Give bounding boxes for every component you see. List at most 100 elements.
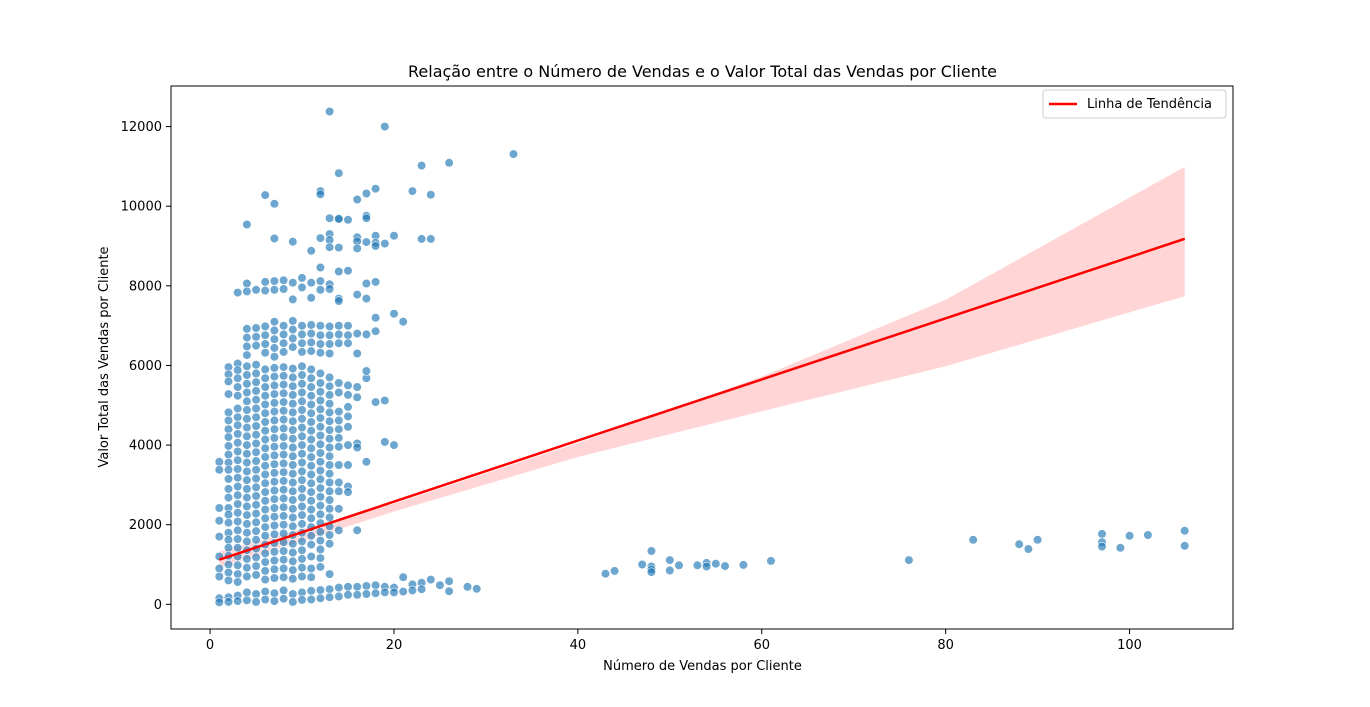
scatter-point: [233, 365, 243, 375]
scatter-point: [242, 333, 252, 343]
scatter-point: [223, 432, 234, 442]
scatter-point: [325, 592, 335, 602]
scatter-point: [315, 404, 326, 414]
scatter-point: [343, 338, 353, 348]
scatter-point: [609, 566, 620, 576]
scatter-point: [325, 584, 335, 594]
scatter-point: [269, 233, 280, 244]
scatter-point: [251, 456, 261, 466]
scatter-point: [288, 342, 298, 352]
scatter-point: [334, 243, 344, 253]
scatter-point: [352, 392, 362, 402]
scatter-point: [389, 309, 399, 319]
scatter-point: [223, 575, 234, 586]
scatter-point: [306, 443, 316, 453]
scatter-point: [242, 379, 252, 389]
scatter-point: [325, 372, 335, 383]
scatter-point: [279, 371, 289, 381]
scatter-point: [242, 414, 252, 424]
scatter-point: [279, 572, 289, 582]
scatter-point: [233, 534, 243, 544]
scatter-point: [306, 531, 316, 541]
scatter-point: [315, 501, 326, 511]
scatter-point: [251, 386, 261, 396]
scatter-point: [426, 234, 436, 244]
scatter-point: [242, 510, 252, 520]
scatter-point: [288, 547, 298, 558]
scatter-point: [288, 512, 298, 523]
scatter-point: [306, 539, 316, 550]
y-tick-label: 6000: [129, 359, 162, 374]
scatter-point: [343, 590, 353, 600]
legend-label-trend-line: Linha de Tendência: [1087, 97, 1212, 112]
scatter-point: [233, 560, 243, 570]
scatter-point: [306, 373, 316, 383]
scatter-point: [297, 370, 307, 380]
scatter-point: [269, 503, 280, 513]
scatter-point: [297, 379, 307, 389]
scatter-point: [343, 380, 353, 391]
scatter-point: [214, 531, 224, 542]
scatter-point: [325, 106, 335, 117]
scatter-point: [361, 294, 372, 304]
scatter-point: [288, 504, 298, 514]
scatter-point: [251, 438, 261, 449]
scatter-point: [352, 382, 362, 392]
scatter-point: [315, 330, 326, 340]
scatter-point: [1032, 535, 1043, 545]
scatter-point: [352, 194, 362, 205]
scatter-point: [269, 459, 280, 469]
scatter-point: [334, 415, 344, 426]
scatter-point: [288, 333, 298, 344]
scatter-point: [260, 452, 270, 462]
scatter-point: [297, 595, 307, 605]
scatter-point: [325, 434, 335, 444]
scatter-point: [325, 399, 335, 409]
scatter-point: [251, 570, 261, 580]
scatter-point: [260, 348, 270, 358]
scatter-point: [279, 362, 289, 372]
scatter-point: [637, 559, 647, 570]
scatter-point: [223, 450, 234, 460]
scatter-point: [315, 285, 326, 295]
scatter-point: [260, 443, 270, 453]
scatter-point: [398, 317, 408, 327]
scatter-point: [334, 591, 344, 602]
scatter-point: [279, 441, 289, 451]
scatter-point: [260, 190, 270, 200]
scatter-point: [600, 569, 611, 579]
scatter-point: [334, 214, 344, 224]
scatter-point: [297, 273, 307, 283]
chart-title: Relação entre o Número de Vendas e o Val…: [408, 62, 997, 81]
scatter-point: [371, 313, 381, 323]
scatter-point: [1124, 531, 1135, 541]
scatter-point: [223, 510, 234, 520]
scatter-point: [297, 554, 307, 564]
scatter-point: [288, 442, 298, 453]
y-tick-label: 12000: [121, 120, 162, 135]
scatter-point: [306, 478, 316, 488]
scatter-point: [279, 467, 289, 477]
scatter-point: [352, 525, 362, 535]
scatter-point: [242, 536, 252, 547]
scatter-point: [472, 584, 482, 594]
scatter-point: [260, 408, 270, 418]
scatter-point: [223, 424, 234, 434]
scatter-point: [242, 563, 252, 573]
scatter-point: [260, 277, 270, 287]
scatter-point: [306, 382, 316, 392]
scatter-point: [260, 330, 270, 340]
scatter-point: [297, 414, 307, 424]
x-tick-label: 80: [937, 638, 954, 653]
scatter-point: [315, 348, 326, 358]
scatter-point: [233, 569, 243, 579]
scatter-point: [260, 574, 270, 585]
scatter-point: [334, 338, 344, 348]
scatter-point: [279, 284, 289, 294]
scatter-point: [260, 522, 270, 532]
scatter-point: [269, 285, 280, 295]
scatter-point: [1180, 526, 1190, 536]
scatter-point: [288, 539, 298, 549]
scatter-point: [380, 239, 390, 249]
scatter-point: [242, 324, 252, 334]
